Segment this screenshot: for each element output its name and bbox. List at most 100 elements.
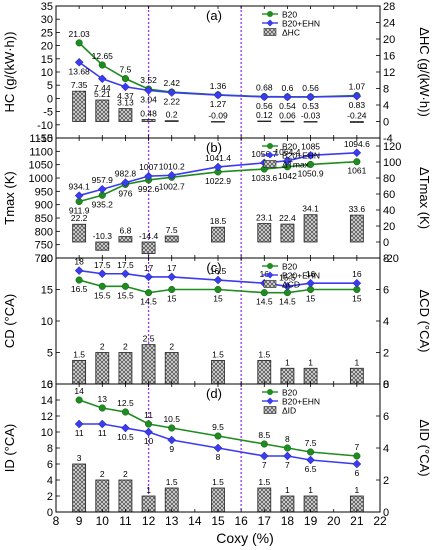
- series-value-label: 10.5: [163, 414, 180, 424]
- legend-label: ΔHC: [282, 28, 300, 38]
- series-value-label: 1061: [347, 166, 366, 176]
- series-value-label: 16: [260, 269, 270, 279]
- delta-bar: [95, 241, 110, 251]
- y-tick-label: 5: [47, 80, 53, 92]
- delta-label: 0.2: [166, 110, 178, 120]
- ehn-point: [97, 269, 107, 279]
- delta-bar: [72, 223, 87, 243]
- ehn-point: [144, 272, 153, 282]
- delta-label: 1: [354, 357, 359, 367]
- delta-bar: [164, 487, 179, 513]
- series-value-label: 14: [74, 386, 84, 396]
- legend-swatch: [263, 160, 277, 168]
- series-value-label: 3.04: [140, 94, 157, 104]
- series-value-label: 1042: [278, 171, 297, 181]
- y2-tick-label: 20: [383, 34, 395, 46]
- delta-label: 1: [146, 485, 151, 495]
- delta-label: 5.21: [94, 89, 111, 99]
- legend-marker: [266, 397, 274, 405]
- delta-label: 22.4: [279, 213, 296, 223]
- x-tick-label: 11: [119, 514, 132, 528]
- series-value-label: 15: [167, 294, 177, 304]
- x-axis-label: Coxy (%): [216, 530, 274, 546]
- legend-swatch: [263, 280, 277, 288]
- delta-label: 18.5: [210, 216, 227, 226]
- delta-bar: [211, 121, 225, 123]
- series-value-label: 2.42: [163, 78, 180, 88]
- delta-label: 2.5: [143, 334, 155, 344]
- b20-point: [260, 289, 268, 297]
- series-value-label: 7.5: [120, 65, 132, 75]
- b20-point: [121, 282, 129, 290]
- y-tick-label: 25: [41, 27, 53, 39]
- y-tick-label: 14: [41, 395, 53, 407]
- series-value-label: 11: [144, 410, 153, 420]
- delta-bar: [164, 120, 179, 122]
- b20-point: [75, 276, 83, 284]
- series-value-label: 1.07: [349, 82, 366, 92]
- series-value-label: 1085: [301, 141, 320, 151]
- ehn-point: [74, 57, 84, 67]
- y-axis-label: HC (g/(kW·h)): [2, 32, 17, 113]
- ehn-point: [74, 266, 84, 275]
- ehn-point: [97, 419, 107, 429]
- delta-label: 2: [169, 342, 174, 352]
- series-value-label: 16.5: [210, 266, 227, 276]
- b20-point: [214, 285, 222, 294]
- y-tick-label: 1100: [29, 146, 53, 158]
- series-value-label: 9.5: [212, 422, 224, 432]
- series-value-label: 15.5: [94, 290, 111, 300]
- series-line: [78, 61, 357, 98]
- ehn-point: [352, 148, 362, 158]
- legend-label: B20+EHN: [282, 397, 320, 407]
- legend-label: B20+EHN: [282, 19, 320, 29]
- legend-marker: [267, 143, 273, 149]
- ehn-point: [306, 92, 315, 102]
- y-tick-label: 6: [47, 459, 53, 471]
- panel-label: (b): [206, 140, 222, 155]
- series-value-label: 10.5: [117, 432, 134, 442]
- ehn-point: [97, 74, 107, 84]
- series-value-label: 17.5: [117, 260, 134, 270]
- panel-label: (d): [206, 386, 222, 401]
- delta-label: 1: [285, 357, 290, 367]
- y-tick-label: 12: [41, 411, 53, 423]
- y2-tick-label: 40: [383, 205, 395, 217]
- delta-label: -10.3: [93, 231, 113, 241]
- ehn-point: [213, 443, 223, 453]
- delta-label: 2: [123, 342, 128, 352]
- y-tick-label: 15: [41, 285, 53, 297]
- y-tick-label: 30: [41, 14, 53, 26]
- y2-tick-label: 120: [383, 141, 401, 153]
- delta-label: 2: [100, 342, 105, 352]
- ehn-point: [167, 435, 177, 445]
- b20-point: [75, 396, 83, 404]
- ehn-point: [352, 91, 362, 101]
- y2-tick-label: 8: [383, 84, 389, 96]
- series-value-label: 0.56: [256, 101, 273, 111]
- ehn-point: [74, 419, 84, 429]
- b20-point: [307, 448, 315, 456]
- series-value-label: 957.9: [92, 175, 114, 185]
- b20-point: [307, 160, 315, 168]
- ehn-point: [259, 92, 269, 102]
- series-value-label: 6.5: [305, 464, 317, 474]
- y2-tick-label: 0: [383, 507, 389, 519]
- delta-label: 1.5: [258, 477, 270, 487]
- y2-tick-label: 8: [383, 253, 389, 265]
- y2-tick-label: 0: [383, 379, 389, 391]
- b20-point: [353, 158, 361, 166]
- series-line: [79, 423, 357, 465]
- delta-label: 1: [354, 485, 359, 495]
- y2-tick-label: 2: [383, 348, 389, 360]
- y-tick-label: 850: [35, 213, 53, 225]
- y2-tick-label: -4: [383, 133, 393, 145]
- series-value-label: 10: [144, 436, 154, 446]
- y-tick-label: 800: [35, 226, 53, 238]
- series-value-label: 15: [306, 294, 316, 304]
- series-value-label: 1094.6: [344, 139, 370, 149]
- series-value-label: 15: [352, 294, 362, 304]
- series-value-label: 976: [118, 188, 132, 198]
